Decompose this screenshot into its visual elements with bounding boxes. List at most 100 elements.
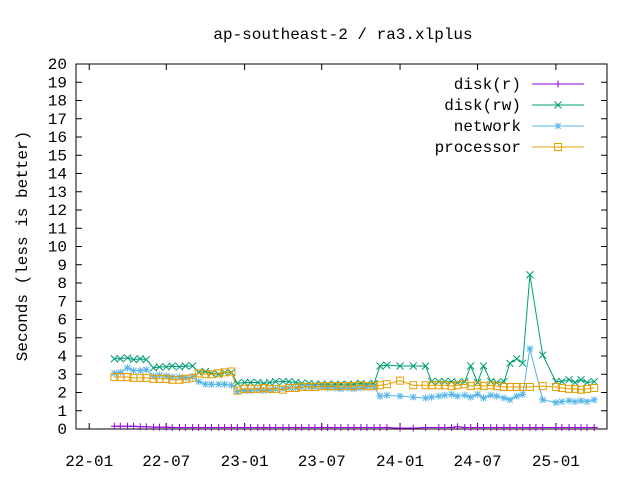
- data-point: [291, 383, 300, 392]
- data-point: [298, 424, 306, 432]
- data-point: [409, 393, 417, 401]
- data-point: [577, 375, 585, 384]
- data-point: [266, 424, 274, 432]
- data-point: [382, 380, 391, 389]
- data-point: [554, 80, 562, 88]
- y-tick-label: 9: [57, 257, 67, 275]
- data-point: [558, 424, 566, 432]
- data-point: [571, 398, 579, 406]
- data-point: [142, 355, 151, 364]
- data-point: [479, 382, 488, 391]
- data-point: [370, 383, 378, 391]
- data-point: [285, 424, 293, 432]
- data-point: [480, 424, 488, 432]
- data-point: [554, 101, 562, 109]
- data-point: [150, 423, 157, 431]
- data-point: [382, 361, 391, 369]
- data-point: [331, 384, 339, 392]
- data-point: [474, 424, 482, 432]
- data-point: [512, 354, 521, 363]
- data-point: [479, 362, 488, 370]
- data-point: [448, 424, 456, 432]
- data-point: [233, 379, 242, 388]
- data-point: [552, 424, 560, 432]
- data-point: [318, 424, 326, 432]
- y-tick-label: 8: [57, 275, 67, 293]
- data-point: [383, 424, 391, 432]
- data-point: [383, 391, 391, 399]
- data-point: [577, 397, 585, 405]
- data-point: [493, 392, 501, 400]
- data-point: [565, 424, 573, 432]
- x-tick-label: 24-07: [454, 453, 502, 471]
- data-point: [181, 374, 190, 383]
- data-point: [558, 398, 566, 406]
- data-point: [506, 424, 514, 432]
- x-tick-label: 23-07: [298, 453, 346, 471]
- legend-label: disk(r): [454, 76, 521, 94]
- data-point: [227, 424, 235, 432]
- data-point: [466, 382, 475, 391]
- data-point: [207, 424, 215, 432]
- data-point: [344, 384, 352, 392]
- data-point: [207, 380, 215, 388]
- data-point: [486, 381, 495, 390]
- data-point: [500, 424, 508, 432]
- data-point: [123, 372, 132, 381]
- data-point: [422, 394, 430, 402]
- plot-area: [110, 270, 599, 432]
- x-tick-label: 25-01: [532, 453, 580, 471]
- data-point: [110, 354, 119, 363]
- data-point: [421, 362, 430, 370]
- data-point: [565, 397, 573, 405]
- data-point: [519, 424, 527, 432]
- data-point: [227, 367, 236, 376]
- data-point: [356, 381, 365, 390]
- data-point: [480, 394, 488, 402]
- data-point: [221, 380, 229, 388]
- data-point: [310, 383, 319, 392]
- legend-label: network: [454, 118, 521, 136]
- data-point: [396, 424, 404, 432]
- data-point: [571, 378, 579, 387]
- data-point: [350, 385, 358, 393]
- data-point: [590, 377, 599, 386]
- data-point: [453, 381, 462, 390]
- data-point: [571, 424, 579, 432]
- data-point: [435, 392, 443, 400]
- y-tick-label: 15: [48, 147, 67, 165]
- data-point: [376, 424, 384, 432]
- series-disk(r): [110, 422, 598, 432]
- data-point: [123, 353, 132, 362]
- data-point: [518, 359, 527, 368]
- y-tick-label: 19: [48, 74, 67, 92]
- data-point: [233, 424, 241, 432]
- y-tick-label: 0: [57, 421, 67, 439]
- data-point: [116, 368, 124, 376]
- y-axis-label: Seconds (less is better): [14, 131, 32, 361]
- y-tick-label: 7: [57, 293, 67, 311]
- data-point: [260, 424, 268, 432]
- y-tick-label: 1: [57, 403, 67, 421]
- data-point: [266, 386, 274, 394]
- data-point: [441, 391, 449, 399]
- data-point: [357, 384, 365, 392]
- data-point: [285, 377, 293, 386]
- data-point: [466, 362, 475, 370]
- data-point: [363, 424, 371, 432]
- data-point: [233, 388, 241, 396]
- data-point: [565, 375, 573, 384]
- data-point: [168, 424, 176, 432]
- data-point: [175, 373, 183, 381]
- data-point: [110, 422, 118, 430]
- data-point: [259, 383, 268, 392]
- data-point: [292, 424, 300, 432]
- data-point: [474, 390, 482, 398]
- data-point: [324, 424, 332, 432]
- data-point: [189, 424, 197, 432]
- data-point: [188, 362, 197, 370]
- data-point: [240, 378, 249, 387]
- data-point: [441, 424, 449, 432]
- data-point: [350, 424, 358, 432]
- data-point: [539, 424, 547, 432]
